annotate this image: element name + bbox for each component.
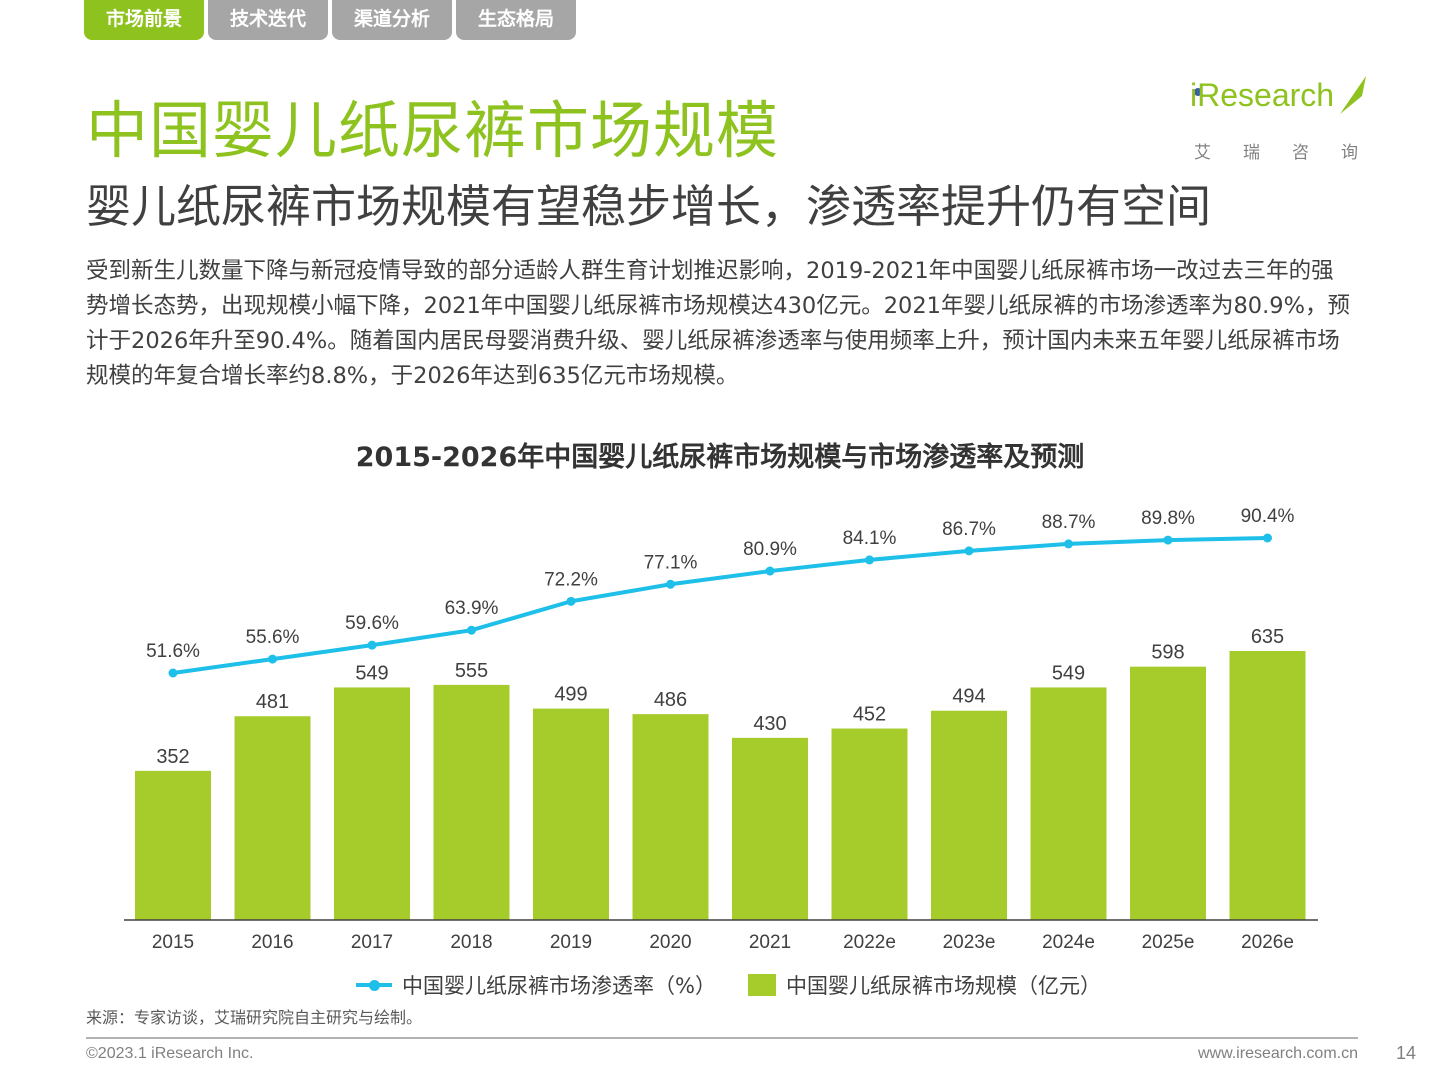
x-tick-label: 2020	[649, 932, 691, 953]
bar-value-label: 555	[455, 660, 488, 682]
page-number: 14	[1396, 1043, 1417, 1063]
bar-market-size	[135, 770, 211, 920]
section-tabs: 市场前景 技术迭代 渠道分析 生态格局	[84, 0, 576, 40]
penetration-point	[168, 668, 178, 678]
penetration-value-label: 90.4%	[1241, 506, 1295, 527]
website-link[interactable]: www.iresearch.com.cn	[1197, 1045, 1358, 1062]
bar-value-label: 452	[853, 704, 886, 726]
x-tick-label: 2017	[351, 932, 393, 953]
bar-value-label: 549	[1052, 662, 1085, 684]
bar-value-label: 430	[753, 713, 786, 735]
iresearch-logo: iResearch 艾瑞咨询	[1190, 74, 1368, 166]
logo-text: iResearch	[1190, 77, 1335, 113]
bar-value-label: 499	[554, 684, 587, 706]
bar-value-label: 481	[256, 691, 289, 713]
bar-market-size	[732, 737, 808, 920]
penetration-value-label: 72.2%	[544, 569, 598, 590]
x-tick-label: 2015	[152, 932, 194, 953]
bar-market-size	[1229, 651, 1306, 920]
penetration-value-label: 88.7%	[1042, 512, 1096, 533]
combo-chart: 352 2015 481 2016 549 2017 555 2018 499 2019 486 20…	[124, 506, 1318, 953]
x-tick-label: 2016	[251, 932, 293, 953]
legend-bar-swatch	[747, 974, 776, 996]
x-tick-label: 2024e	[1042, 932, 1095, 953]
penetration-value-label: 51.6%	[146, 641, 200, 662]
penetration-point	[964, 546, 974, 556]
penetration-value-label: 77.1%	[644, 552, 698, 573]
penetration-point	[566, 596, 576, 606]
bar-market-size	[533, 708, 609, 920]
logo-chinese-text: 艾瑞咨询	[1194, 143, 1390, 163]
penetration-line	[172, 536, 1268, 675]
bar-market-size	[632, 714, 709, 920]
penetration-point	[268, 654, 277, 664]
copyright: ©2023.1 iResearch Inc.	[86, 1045, 254, 1062]
penetration-value-label: 55.6%	[246, 627, 300, 648]
bar-value-label: 635	[1251, 626, 1284, 648]
legend-label-market-size: 中国婴儿纸尿裤市场规模（亿元）	[785, 974, 1101, 998]
bar-value-label: 598	[1151, 642, 1184, 664]
source-note: 来源：专家访谈，艾瑞研究院自主研究与绘制。	[86, 1008, 423, 1027]
bar-value-label: 486	[654, 689, 687, 711]
x-tick-label: 2018	[450, 932, 492, 953]
penetration-point	[865, 555, 874, 565]
penetration-point	[666, 579, 675, 589]
bar-value-label: 494	[952, 686, 985, 708]
bar-market-size	[1030, 687, 1107, 920]
penetration-value-label: 59.6%	[345, 613, 399, 634]
bar-market-size	[234, 716, 311, 920]
chart-title: 2015-2026年中国婴儿纸尿裤市场规模与市场渗透率及预测	[355, 442, 1085, 473]
legend-item-penetration: 中国婴儿纸尿裤市场渗透率（%）	[356, 970, 716, 1000]
bar-market-size	[1130, 666, 1206, 920]
logo-banner-icon	[1194, 76, 1366, 134]
x-tick-label: 2025e	[1142, 932, 1195, 953]
penetration-value-label: 63.9%	[445, 598, 499, 619]
penetration-value-label: 86.7%	[942, 519, 996, 540]
x-tick-label: 2026e	[1241, 932, 1294, 953]
x-tick-label: 2021	[749, 932, 791, 953]
bar-value-label: 549	[355, 662, 388, 684]
penetration-value-label: 80.9%	[743, 539, 797, 560]
intro-paragraph: 受到新生儿数量下降与新冠疫情导致的部分适龄人群生育计划推迟影响，2019-202…	[86, 258, 1350, 389]
tab-market-outlook[interactable]: 市场前景	[84, 0, 204, 40]
penetration-point	[467, 625, 476, 635]
tab-ecosystem[interactable]: 生态格局	[456, 0, 576, 40]
bar-market-size	[831, 728, 908, 920]
penetration-point	[765, 566, 775, 576]
tab-tech-iteration[interactable]: 技术迭代	[208, 0, 328, 40]
legend-label-penetration: 中国婴儿纸尿裤市场渗透率（%）	[402, 974, 716, 998]
tab-channel-analysis[interactable]: 渠道分析	[332, 0, 452, 40]
bar-market-size	[334, 687, 410, 920]
page-subtitle: 婴儿纸尿裤市场规模有望稳步增长，渗透率提升仍有空间	[86, 180, 1212, 233]
legend-line-marker	[356, 979, 392, 991]
page-title: 中国婴儿纸尿裤市场规模	[86, 94, 780, 167]
penetration-point	[367, 640, 377, 650]
bar-market-size	[433, 684, 510, 920]
penetration-value-label: 84.1%	[843, 528, 897, 549]
penetration-value-label: 89.8%	[1141, 508, 1195, 529]
bar-market-size	[931, 710, 1007, 920]
footer-divider	[86, 1037, 1358, 1039]
x-tick-label: 2019	[550, 932, 592, 953]
legend-item-market-size: 中国婴儿纸尿裤市场规模（亿元）	[716, 970, 1101, 1000]
x-tick-label: 2023e	[943, 932, 996, 953]
penetration-point	[1064, 539, 1073, 549]
x-tick-label: 2022e	[843, 932, 896, 953]
bar-value-label: 352	[156, 746, 189, 768]
penetration-point	[1263, 533, 1272, 543]
penetration-point	[1163, 535, 1173, 545]
chart-legend: 中国婴儿纸尿裤市场渗透率（%） 中国婴儿纸尿裤市场规模（亿元）	[356, 970, 1101, 1000]
